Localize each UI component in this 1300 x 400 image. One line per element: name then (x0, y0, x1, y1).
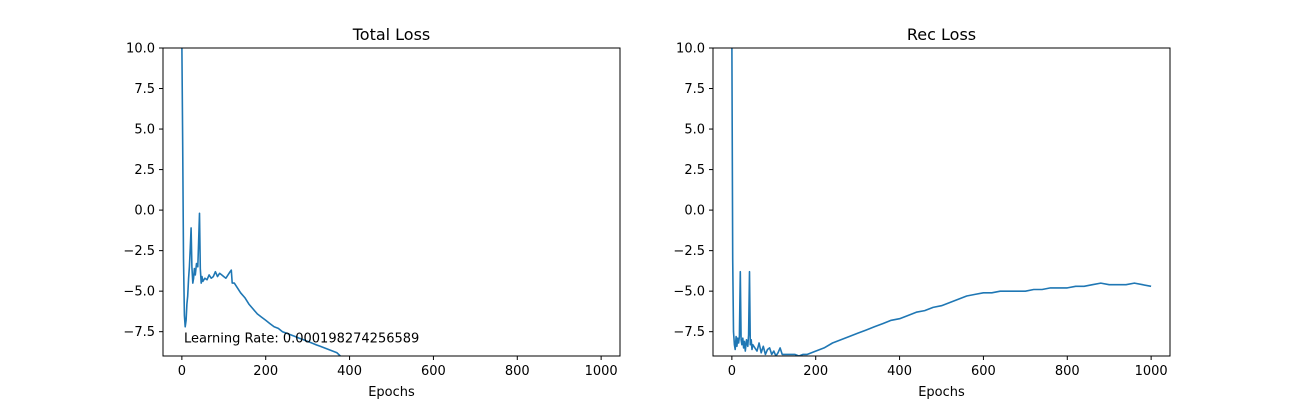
chart-2-xtick-label-2: 400 (887, 364, 912, 379)
chart-1-xtick-label-0: 0 (178, 364, 186, 379)
chart-2-ytick-label-0: −7.5 (673, 325, 705, 340)
chart-2-ytick-label-3: 0.0 (684, 204, 705, 219)
chart-2-ytick-label-4: 2.5 (684, 163, 705, 178)
chart-1-xlabel: Epochs (368, 385, 415, 400)
chart-1-xtick-label-5: 1000 (585, 364, 618, 379)
chart-2-ytick-label-1: −5.0 (673, 285, 705, 300)
chart-1-xtick-label-1: 200 (253, 364, 278, 379)
chart-1-xtick-label-3: 600 (421, 364, 446, 379)
chart-1-ytick-label-5: 5.0 (134, 123, 155, 138)
chart-2-series-1-line (731, 48, 1152, 356)
chart-2-title: Rec Loss (907, 25, 976, 44)
chart-2: 0 200 400 600 800 1000 −7.5 −5.0 −2.5 0.0 2.5 5.0 7.… (673, 25, 1171, 400)
chart-2-xlabel: Epochs (918, 385, 965, 400)
chart-1-ytick-label-0: −7.5 (123, 325, 155, 340)
chart-1-ytick-label-7: 10.0 (126, 42, 155, 57)
chart-2-xtick-label-1: 200 (803, 364, 828, 379)
chart-2-xtick-label-0: 0 (728, 364, 736, 379)
chart-2-xtick-label-3: 600 (971, 364, 996, 379)
chart-2-ytick-label-5: 5.0 (684, 123, 705, 138)
chart-1-ytick-label-4: 2.5 (134, 163, 155, 178)
chart-1-annotation: Learning Rate: 0.000198274256589 (184, 332, 419, 347)
chart-1-ytick-label-1: −5.0 (123, 285, 155, 300)
chart-1-ytick-label-2: −2.5 (123, 244, 155, 259)
chart-2-xtick-label-4: 800 (1055, 364, 1080, 379)
chart-1-xtick-label-2: 400 (337, 364, 362, 379)
chart-1: 0 200 400 600 800 1000 −7.5 −5.0 −2.5 0.0 2.5 5.0 7.… (123, 25, 621, 400)
chart-1-ytick-label-3: 0.0 (134, 204, 155, 219)
chart-2-xtick-label-5: 1000 (1135, 364, 1168, 379)
chart-1-ytick-label-6: 7.5 (134, 82, 155, 97)
chart-2-ytick-label-2: −2.5 (673, 244, 705, 259)
chart-1-xtick-label-4: 800 (505, 364, 530, 379)
chart-1-series-1-line (181, 48, 341, 356)
chart-1-plot-frame (162, 47, 621, 357)
chart-2-ytick-label-6: 7.5 (684, 82, 705, 97)
chart-1-title: Total Loss (352, 25, 431, 44)
chart-2-plot-frame (712, 47, 1171, 357)
chart-2-ytick-label-7: 10.0 (676, 42, 705, 57)
